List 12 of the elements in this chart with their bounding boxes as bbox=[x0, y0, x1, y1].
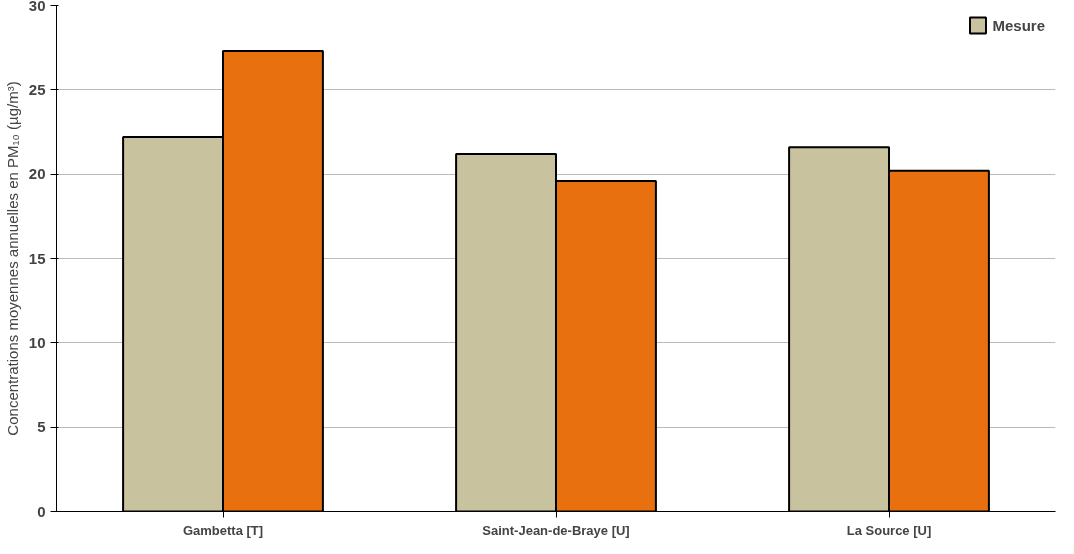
y-axis-title: Concentrations moyennes annuelles en PM₁₀ (µg/m³) bbox=[3, 81, 21, 436]
y-tick-label: 10 bbox=[28, 333, 46, 351]
y-tick-label: 20 bbox=[28, 165, 46, 183]
y-tick-label: 5 bbox=[37, 418, 46, 436]
legend-label: Mesure bbox=[992, 16, 1045, 34]
y-tick-label: 15 bbox=[28, 249, 46, 267]
y-tick-label: 30 bbox=[28, 0, 46, 14]
x-tick-label: Gambetta [T] bbox=[182, 522, 264, 538]
x-tick-label: La Source [U] bbox=[846, 522, 932, 538]
y-tick-label: 0 bbox=[37, 502, 46, 520]
y-tick-label: 25 bbox=[28, 80, 46, 98]
x-tick-label: Saint-Jean-de-Braye [U] bbox=[482, 522, 630, 538]
